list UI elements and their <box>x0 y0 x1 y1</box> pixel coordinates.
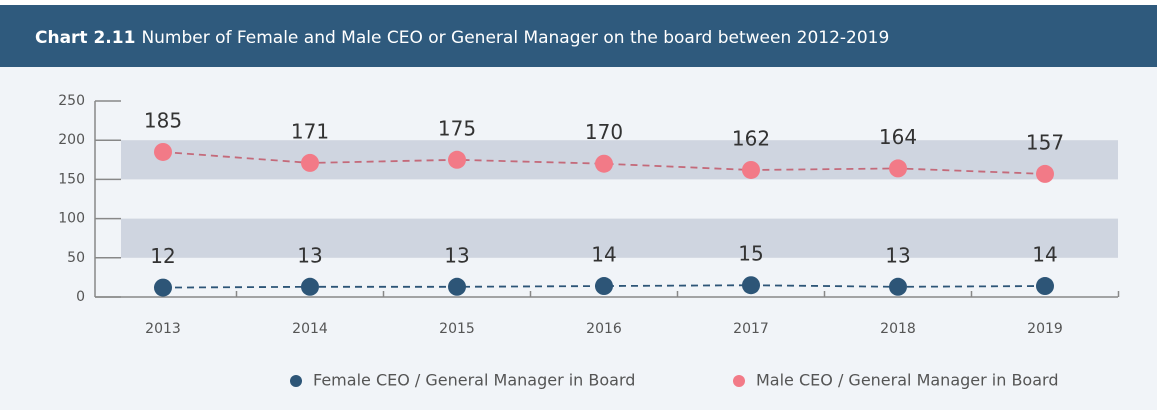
point <box>154 142 172 161</box>
x-tick-label: 2018 <box>880 321 916 337</box>
point <box>595 277 613 296</box>
data-label: 185 <box>144 108 182 132</box>
header <box>0 5 1157 67</box>
x-tick-label: 2015 <box>439 321 475 337</box>
point <box>1036 164 1054 183</box>
data-label: 13 <box>297 243 322 267</box>
data-label: 162 <box>732 126 770 150</box>
point <box>1036 277 1054 296</box>
y-tick-label: 0 <box>76 289 85 305</box>
data-label: 175 <box>438 116 476 140</box>
y-tick-label: 100 <box>58 211 85 227</box>
grid-band <box>121 218 1118 258</box>
point <box>742 160 760 179</box>
panel <box>0 5 1157 410</box>
point <box>448 277 466 296</box>
data-label: 171 <box>291 119 329 143</box>
y-tick-label: 50 <box>67 250 85 266</box>
data-label: 157 <box>1026 130 1064 154</box>
title-text: Number of Female and Male CEO or General… <box>141 28 889 48</box>
data-label: 12 <box>150 244 175 268</box>
y-tick-label: 250 <box>58 93 85 109</box>
x-tick-label: 2014 <box>292 321 328 337</box>
chart-title: Chart 2.11 Number of Female and Male CEO … <box>35 28 889 48</box>
point <box>154 278 172 297</box>
data-label: 170 <box>585 120 623 144</box>
x-tick-label: 2017 <box>733 321 769 337</box>
y-tick-label: 200 <box>58 132 85 148</box>
data-label: 164 <box>879 125 917 149</box>
data-label: 14 <box>1032 243 1057 267</box>
legend-label: Male CEO / General Manager in Board <box>756 371 1058 390</box>
legend-label: Female CEO / General Manager in Board <box>313 371 635 390</box>
point <box>889 277 907 296</box>
x-tick-label: 2019 <box>1027 321 1063 337</box>
data-label: 13 <box>885 243 910 267</box>
point <box>889 159 907 178</box>
point <box>301 277 319 296</box>
x-tick-label: 2013 <box>145 321 181 337</box>
point <box>742 276 760 295</box>
data-label: 13 <box>444 243 469 267</box>
data-label: 15 <box>738 242 763 266</box>
point <box>595 154 613 173</box>
title-label: Chart 2.11 <box>35 28 135 48</box>
y-tick-label: 150 <box>58 171 85 187</box>
x-tick-label: 2016 <box>586 321 622 337</box>
point <box>301 153 319 172</box>
grid-band <box>121 140 1118 180</box>
data-label: 14 <box>591 243 616 267</box>
legend-marker <box>733 375 745 387</box>
point <box>448 150 466 169</box>
legend-marker <box>290 375 302 387</box>
